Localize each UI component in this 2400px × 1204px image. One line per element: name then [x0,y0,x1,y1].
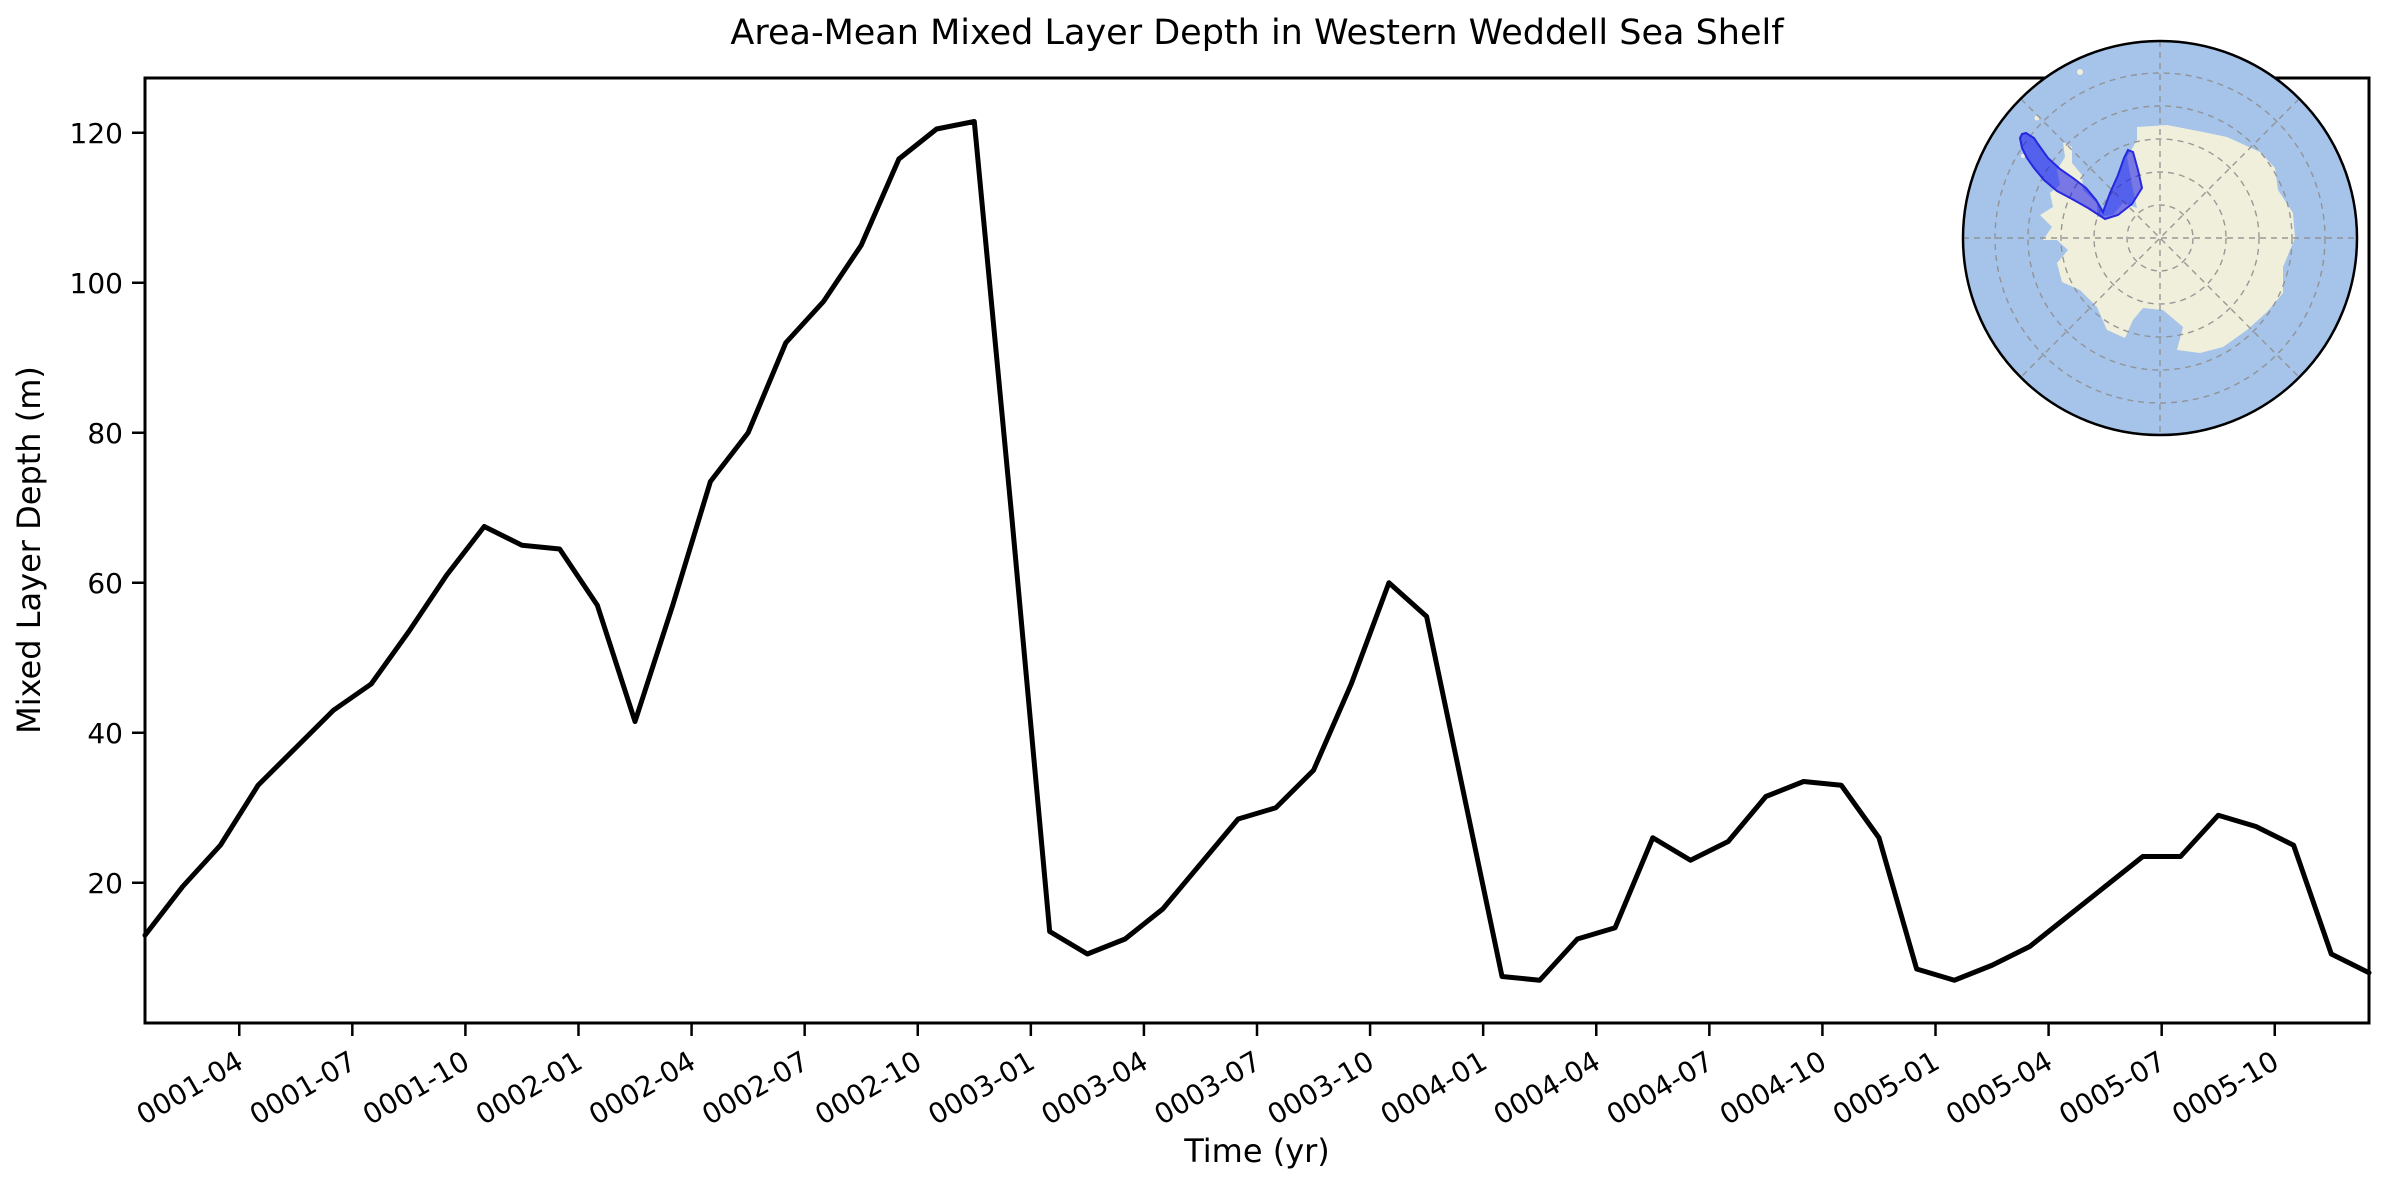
x-tick-label: 0005-10 [2166,1044,2284,1131]
x-tick-label: 0002-07 [696,1044,814,1131]
y-axis-label: Mixed Layer Depth (m) [10,366,48,734]
x-tick-label: 0003-07 [1149,1044,1267,1131]
y-tick-label: 100 [70,267,123,300]
x-tick-label: 0002-01 [470,1044,588,1131]
x-tick-label: 0003-10 [1262,1044,1380,1131]
x-tick-label: 0002-04 [583,1044,701,1131]
map-island [2077,69,2083,75]
map-island [2021,154,2025,158]
x-tick-label: 0001-10 [357,1044,475,1131]
antarctica-landmass [2040,125,2295,353]
y-tick-label: 80 [87,417,123,450]
x-tick-label: 0003-04 [1036,1044,1154,1131]
x-tick-label: 0004-07 [1601,1044,1719,1131]
x-tick-label: 0004-10 [1714,1044,1832,1131]
y-tick-label: 40 [87,717,123,750]
x-axis-ticks: 0001-040001-070001-100002-010002-040002-… [131,1023,2284,1132]
x-tick-label: 0001-04 [131,1044,249,1131]
x-tick-label: 0004-04 [1488,1044,1606,1131]
x-tick-label: 0001-07 [244,1044,362,1131]
y-tick-label: 20 [87,867,123,900]
chart-title: Area-Mean Mixed Layer Depth in Western W… [730,13,1784,53]
x-tick-label: 0005-01 [1827,1044,1945,1131]
y-tick-label: 120 [70,117,123,150]
y-axis-ticks: 20 40 60 80 100 120 [70,117,145,900]
x-tick-label: 0003-01 [923,1044,1041,1131]
x-tick-label: 0004-01 [1375,1044,1493,1131]
mld-data-line [142,119,2372,983]
map-border [1961,39,2359,437]
y-tick-label: 60 [87,567,123,600]
x-tick-label: 0005-04 [1940,1044,2058,1131]
x-tick-label: 0005-07 [2053,1044,2171,1131]
map-land [2021,69,2295,353]
map-graticule [1963,41,2357,435]
antarctica-inset-map [1961,39,2359,437]
weddell-shelf-region [2018,131,2144,221]
x-axis-label: Time (yr) [1183,1132,1330,1170]
x-tick-label: 0002-10 [809,1044,927,1131]
